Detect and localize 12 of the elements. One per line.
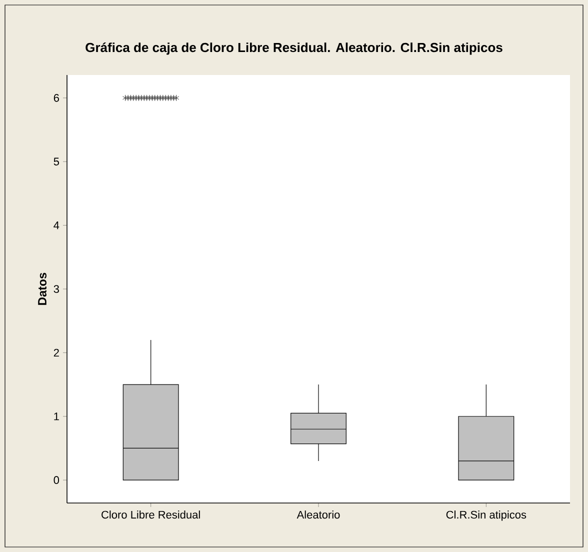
y-tick-label: 2 (54, 348, 59, 357)
y-tick-label: 6 (54, 94, 59, 102)
x-tick-label: Cloro Libre Residual (102, 510, 200, 519)
y-tick-label: 5 (54, 158, 59, 166)
x-tick-label: Aleatorio (296, 510, 340, 519)
y-tick-label: 3 (54, 285, 59, 293)
x-tick-label: Cl.R.Sin atipicos (446, 510, 526, 521)
chart-title: Gráfica de caja de Cloro Libre Residual. Aleatorio. Cl.R.Sin atipicos (86, 42, 502, 55)
y-axis-title: Datos (38, 272, 46, 305)
y-tick-label: 4 (54, 222, 60, 230)
y-tick-label: 0 (54, 476, 60, 484)
y-tick-label: 1 (54, 412, 59, 420)
